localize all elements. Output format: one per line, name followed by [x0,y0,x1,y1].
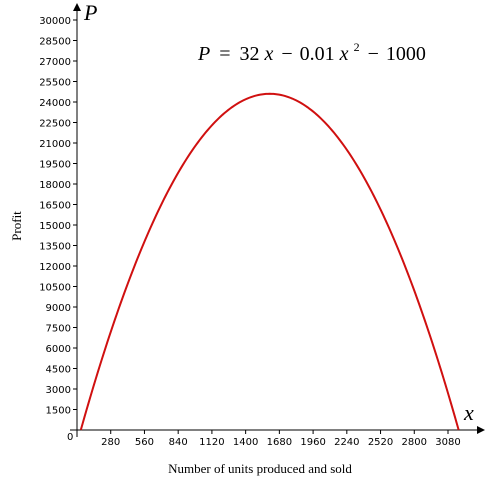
y-tick-label: 7500 [46,324,71,335]
x-tick-label: 1120 [199,437,224,448]
x-tick-label: 280 [101,437,120,448]
x-tick-label: 840 [169,437,188,448]
y-tick-label: 4500 [46,365,71,376]
y-tick-label: 13500 [39,242,71,253]
y-tick-label: 1500 [46,406,71,417]
equation-const: 1000 [386,43,426,65]
equation-minus-1: − [281,43,292,65]
y-axis-ticks: 1500 3000 4500 6000 7500 9000 10500 12000 13500 1… [39,16,77,417]
y-tick-label: 10500 [39,283,71,294]
x-axis-label: Number of units produced and sold [168,461,352,476]
y-tick-label: 9000 [46,303,71,314]
x-tick-label: 560 [135,437,154,448]
x-axis-variable: x [463,400,474,425]
y-tick-label: 24000 [39,98,71,109]
y-tick-label: 12000 [39,262,71,273]
x-tick-label: 1400 [233,437,258,448]
x-tick-label: 2520 [368,437,393,448]
y-tick-label: 15000 [39,221,71,232]
y-tick-label: 21000 [39,139,71,150]
y-tick-label: 3000 [46,385,71,396]
equation-coef-1: 32 [240,43,260,65]
x-tick-label: 2800 [402,437,427,448]
y-tick-label: 19500 [39,160,71,171]
y-tick-label: 16500 [39,201,71,212]
equation-lhs: P [197,43,210,65]
equation-minus-2: − [368,43,379,65]
y-tick-label: 25500 [39,78,71,89]
x-axis-ticks: 280 560 840 1120 1400 1680 1960 2240 2520 2800 308… [101,430,461,448]
y-tick-label: 22500 [39,119,71,130]
equation-equals: = [219,43,230,65]
y-tick-label: 28500 [39,37,71,48]
y-tick-label: 6000 [46,344,71,355]
y-tick-label: 18000 [39,180,71,191]
equation-var-1: x [264,43,274,65]
equation-label: P = 32 x − 0.01 x 2 − 1000 [197,34,426,65]
y-axis-label: Profit [9,211,24,241]
equation-var-2: x [339,43,349,65]
profit-curve [79,92,460,431]
equation-exponent: 2 [354,40,360,54]
y-tick-label: 27000 [39,57,71,68]
x-tick-label: 1960 [300,437,325,448]
origin-label: 0 [67,432,73,443]
y-axis-variable: P [83,0,97,25]
x-tick-label: 2240 [334,437,359,448]
x-tick-label: 3080 [435,437,460,448]
y-tick-label: 30000 [39,16,71,27]
x-tick-label: 1680 [267,437,292,448]
equation-coef-2: 0.01 [300,43,335,65]
